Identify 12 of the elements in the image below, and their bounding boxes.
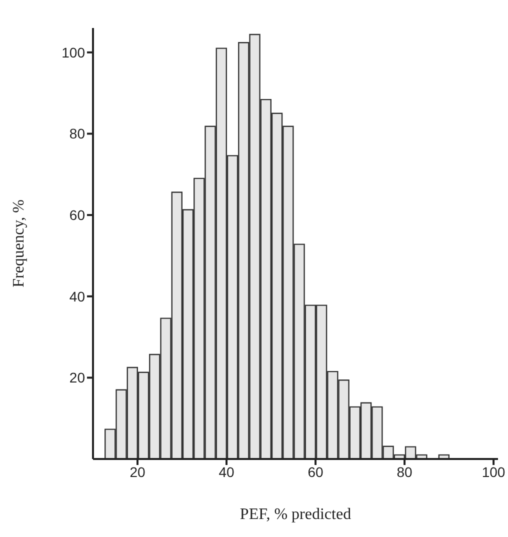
x-tick-label: 60 — [308, 464, 324, 480]
y-tick-label: 60 — [69, 207, 86, 224]
y-tick-label: 20 — [69, 370, 86, 386]
y-tick-label: 80 — [69, 126, 86, 142]
x-axis-title: PEF, % predicted — [240, 506, 352, 523]
y-axis-title: Frequency, % — [10, 200, 28, 288]
x-tick-label: 40 — [218, 464, 235, 480]
x-tick-label: 80 — [396, 464, 413, 480]
y-tick-label: 100 — [62, 44, 86, 60]
x-tick-label: 100 — [482, 464, 506, 480]
y-tick-label: 40 — [69, 288, 86, 304]
x-tick-label: 20 — [130, 464, 146, 480]
